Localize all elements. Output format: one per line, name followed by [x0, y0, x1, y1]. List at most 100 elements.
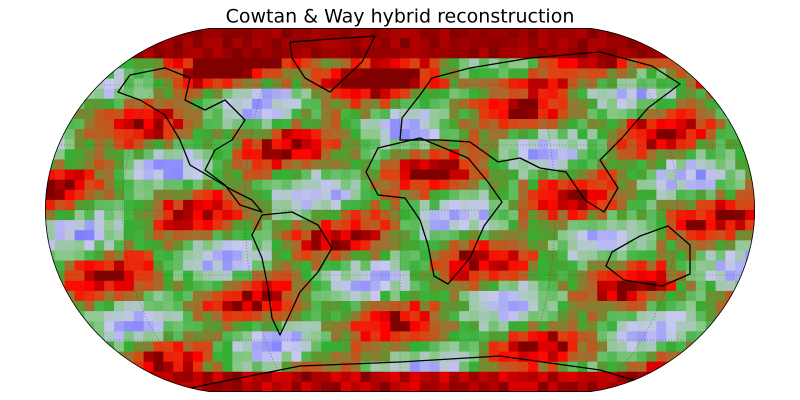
grid-cell — [488, 88, 500, 100]
grid-cell — [459, 68, 470, 80]
grid-cell — [212, 88, 223, 100]
grid-cell — [685, 341, 697, 353]
grid-cell — [232, 58, 243, 69]
grid-cell — [626, 28, 638, 39]
grid-cell — [735, 361, 746, 373]
grid-cell — [557, 321, 569, 332]
grid-cell — [114, 311, 125, 322]
grid-cell — [330, 179, 342, 191]
grid-cell — [478, 189, 490, 201]
grid-cell — [183, 321, 194, 332]
grid-cell — [735, 220, 746, 231]
grid-cell — [587, 280, 598, 292]
grid-cell — [439, 129, 450, 140]
grid-cell — [656, 301, 667, 312]
grid-cell — [173, 240, 184, 251]
grid-cell — [301, 68, 312, 80]
grid-cell — [666, 199, 677, 211]
grid-cell — [252, 199, 263, 211]
grid-cell — [54, 240, 66, 251]
grid-cell — [616, 220, 628, 231]
grid-cell — [311, 98, 322, 110]
grid-cell — [705, 230, 717, 241]
grid-cell — [222, 270, 233, 282]
grid-cell — [153, 270, 164, 282]
grid-cell — [232, 169, 243, 181]
grid-cell — [577, 210, 588, 221]
grid-cell — [192, 38, 204, 49]
grid-cell — [74, 290, 85, 302]
grid-cell — [567, 159, 578, 171]
grid-cell — [705, 119, 717, 130]
grid-cell — [449, 98, 460, 110]
grid-cell — [291, 341, 302, 353]
grid-cell — [84, 341, 95, 353]
grid-cell — [242, 210, 253, 221]
grid-cell — [666, 220, 677, 231]
grid-cell — [538, 68, 549, 80]
grid-cell — [133, 260, 145, 272]
grid-cell — [94, 230, 105, 241]
grid-cell — [528, 108, 539, 120]
grid-cell — [281, 240, 293, 251]
grid-cell — [291, 311, 302, 322]
grid-cell — [685, 290, 697, 302]
grid-cell — [301, 260, 312, 272]
grid-cell — [350, 28, 362, 39]
grid-cell — [656, 38, 667, 49]
grid-cell — [715, 301, 726, 312]
grid-cell — [163, 169, 174, 181]
grid-cell — [636, 139, 648, 150]
grid-cell — [64, 290, 76, 302]
grid-cell — [538, 341, 549, 353]
grid-cell — [123, 290, 135, 302]
grid-cell — [695, 78, 707, 90]
grid-cell — [400, 98, 411, 110]
grid-cell — [685, 210, 697, 221]
grid-cell — [94, 58, 105, 69]
grid-cell — [695, 290, 707, 302]
grid-cell — [114, 220, 125, 231]
grid-cell — [547, 260, 559, 272]
grid-cell — [212, 210, 223, 221]
grid-cell — [64, 48, 76, 59]
grid-cell — [114, 331, 125, 342]
grid-cell — [281, 280, 293, 292]
grid-cell — [508, 331, 519, 342]
grid-cell — [705, 371, 717, 383]
grid-cell — [114, 28, 125, 39]
grid-cell — [163, 341, 174, 353]
grid-cell — [518, 230, 529, 241]
grid-cell — [370, 381, 381, 392]
grid-cell — [291, 210, 302, 221]
grid-cell — [212, 250, 223, 262]
grid-cell — [370, 321, 381, 332]
grid-cell — [695, 351, 707, 363]
grid-cell — [459, 98, 470, 110]
grid-cell — [153, 331, 164, 342]
grid-cell — [626, 321, 638, 332]
grid-cell — [340, 68, 352, 80]
grid-cell — [745, 169, 755, 181]
grid-cell — [459, 119, 470, 130]
grid-cell — [409, 199, 421, 211]
grid-cell — [409, 301, 421, 312]
grid-cell — [626, 189, 638, 201]
grid-cell — [370, 240, 381, 251]
grid-cell — [370, 98, 381, 110]
grid-cell — [715, 280, 726, 292]
grid-cell — [123, 270, 135, 282]
grid-cell — [705, 38, 717, 49]
grid-cell — [538, 290, 549, 302]
grid-cell — [419, 169, 431, 181]
grid-cell — [74, 108, 85, 120]
grid-cell — [666, 189, 677, 201]
grid-cell — [252, 311, 263, 322]
grid-cell — [735, 149, 746, 160]
grid-cell — [74, 78, 85, 90]
grid-cell — [459, 78, 470, 90]
grid-cell — [528, 119, 539, 130]
grid-cell — [695, 331, 707, 342]
grid-cell — [518, 301, 529, 312]
